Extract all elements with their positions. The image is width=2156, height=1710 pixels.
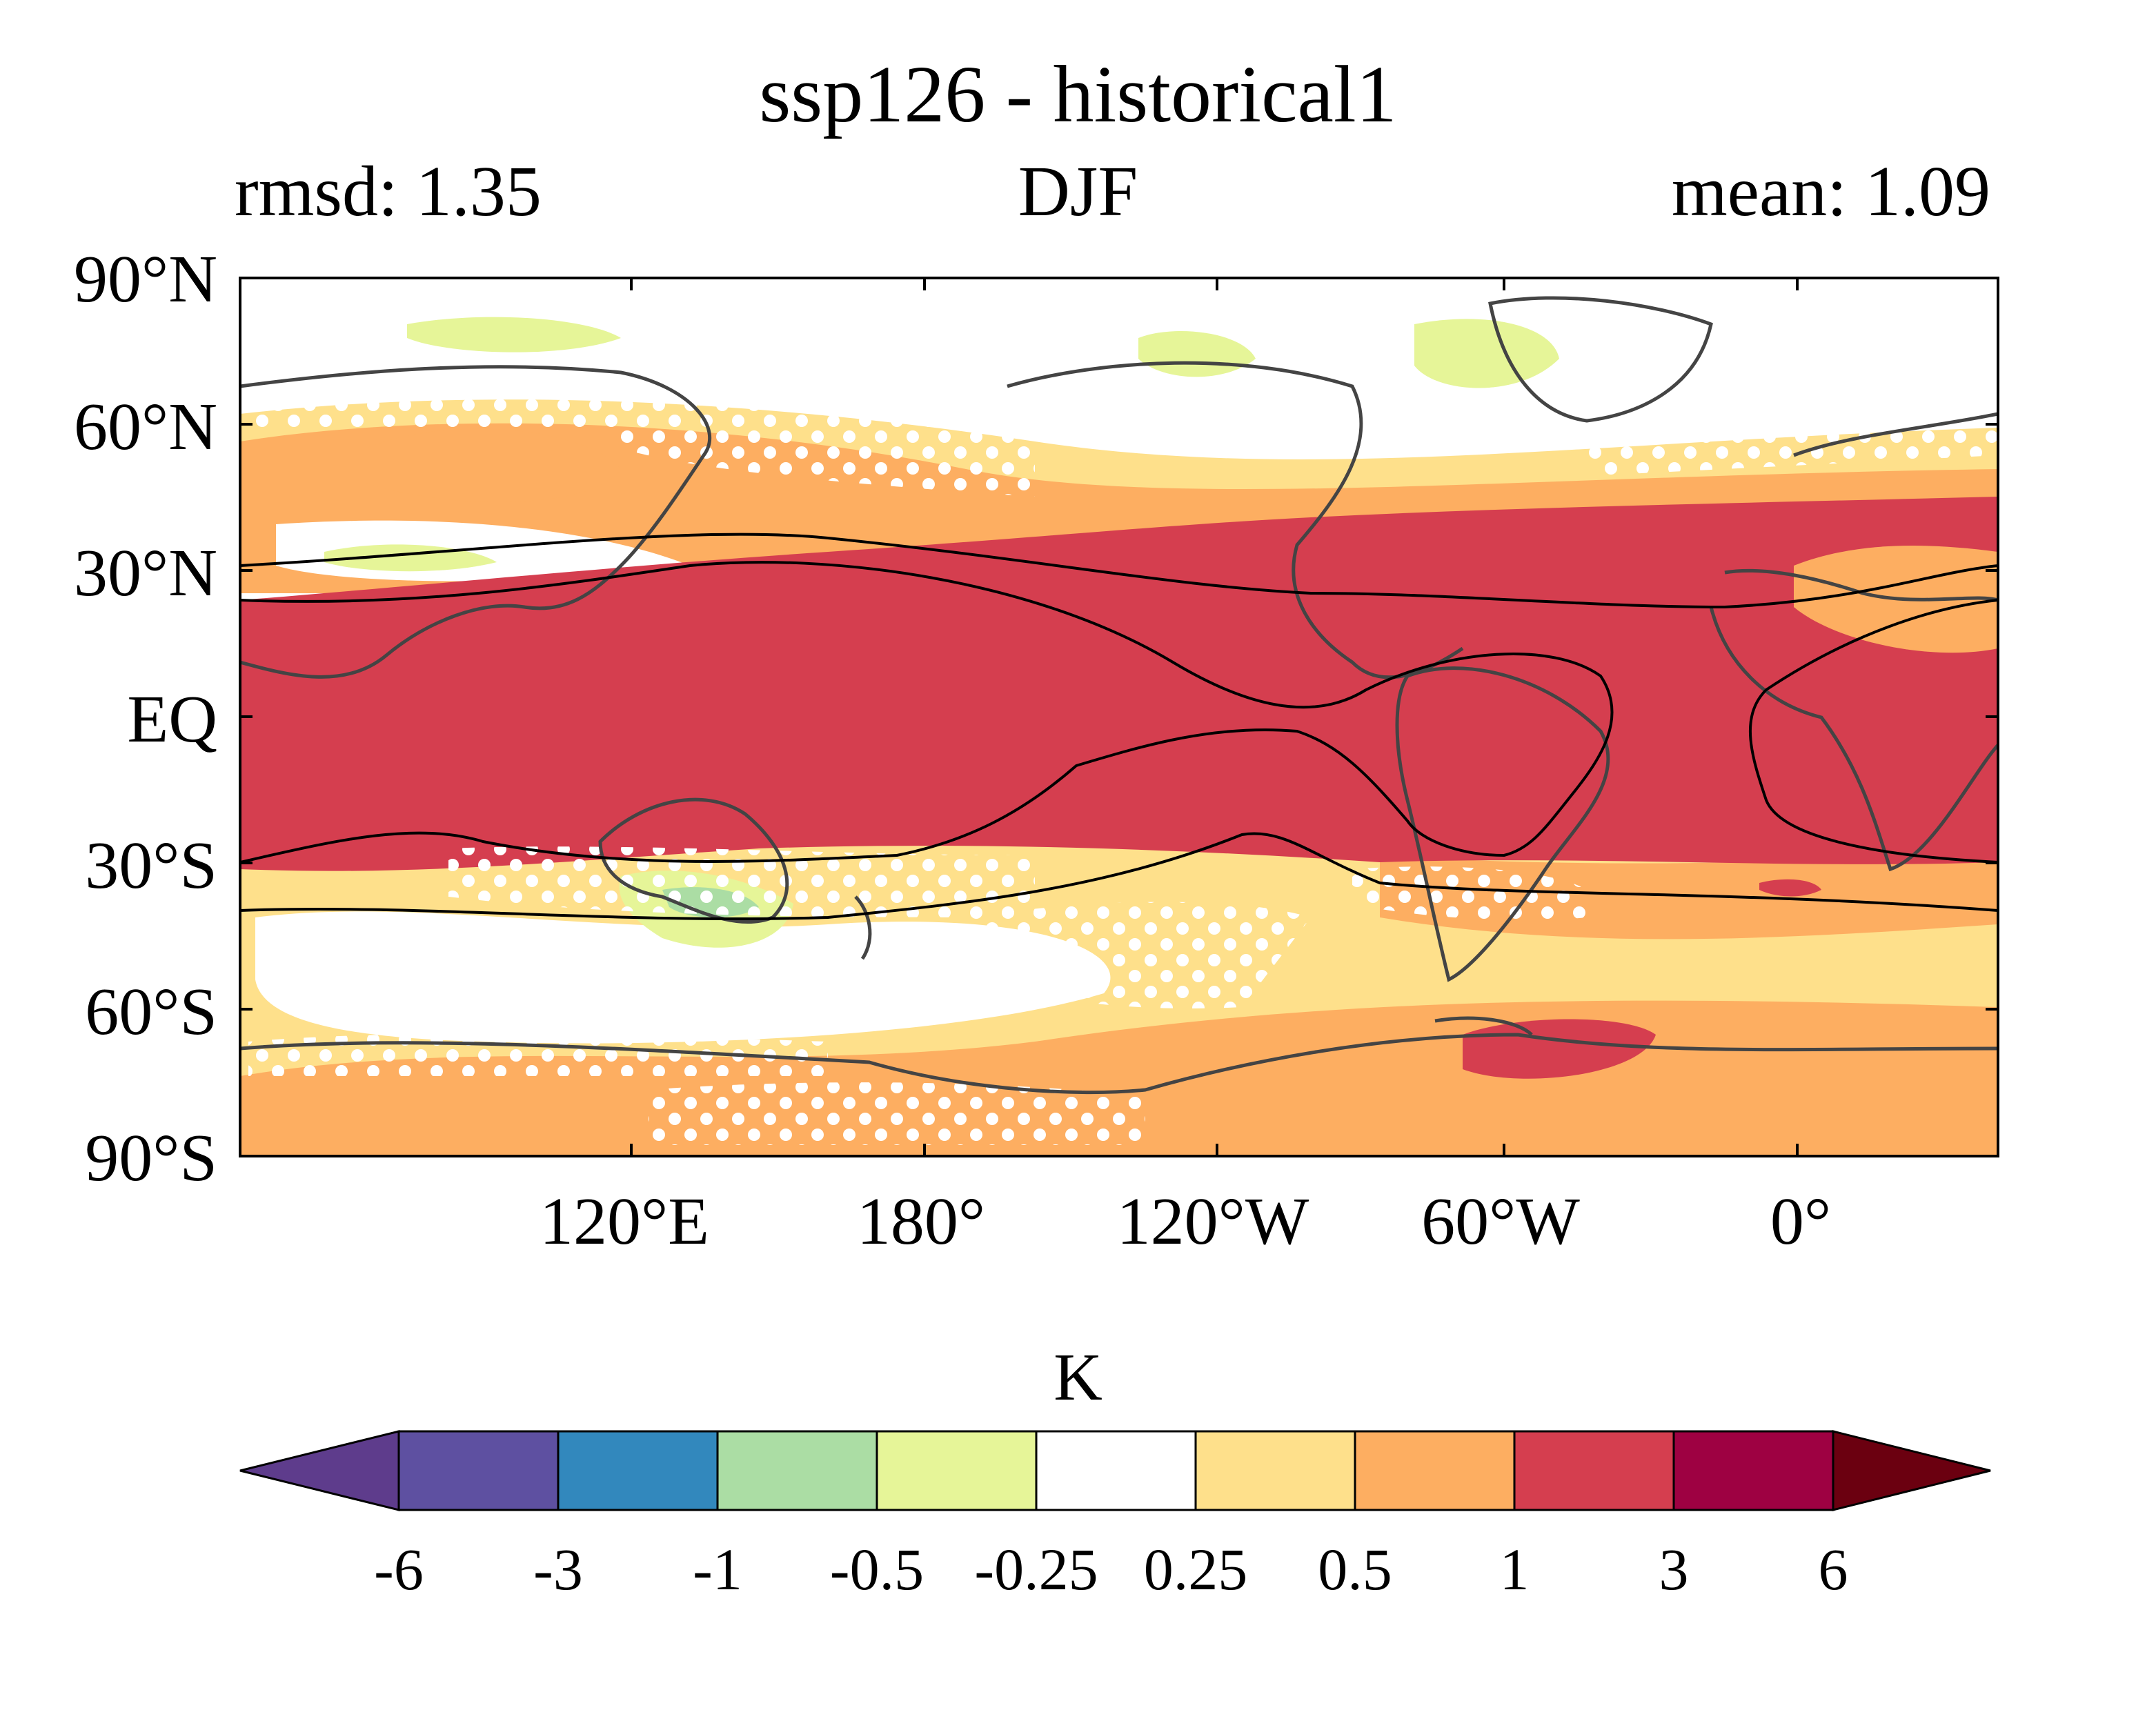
map-title: ssp126 - historical1: [759, 49, 1397, 139]
colorbar-bin: [716, 1430, 878, 1511]
colorbar-label: -6: [374, 1536, 424, 1602]
colorbar-label: -0.5: [829, 1536, 924, 1602]
x-tick-label: 120°W: [1116, 1184, 1309, 1259]
colorbar-bin: [397, 1430, 560, 1511]
y-tick-label: 90°S: [85, 1121, 217, 1195]
colorbar-bin: [557, 1430, 719, 1511]
x-tick-label: 120°E: [539, 1184, 710, 1259]
y-ticks: [240, 277, 1998, 1157]
field-south-atlantic-red: [1759, 879, 1821, 897]
season-label: DJF: [1018, 152, 1138, 231]
colorbar-label: 0.5: [1318, 1536, 1392, 1602]
stipple-south-atlantic: [1352, 866, 1587, 920]
colorbar: [239, 1430, 1991, 1511]
coast-antarctic-peninsula: [1434, 1016, 1533, 1036]
colorbar-label: -1: [693, 1536, 742, 1602]
rmsd-label: rmsd: 1.35: [235, 152, 542, 231]
map-fields: [240, 278, 1998, 1156]
colorbar-label: 0.25: [1143, 1536, 1248, 1602]
x-ticks: [630, 278, 1799, 1156]
x-tick-label: 60°W: [1421, 1184, 1580, 1259]
colorbar-bin: [1672, 1430, 1834, 1511]
stipple-atlantic-north: [1587, 421, 1998, 476]
coast-new-zealand: [854, 895, 872, 960]
field-greenland-green: [1414, 319, 1559, 388]
y-tick-label: 60°S: [85, 975, 217, 1049]
x-tick-label: 180°: [856, 1184, 986, 1259]
y-tick-label: EQ: [127, 682, 217, 757]
contour-atlantic: [1748, 599, 1998, 864]
field-tropical-red: [240, 497, 1998, 871]
coast-europe: [1793, 412, 1998, 457]
coast-antarctica: [240, 1033, 1998, 1095]
colorbar-label: -3: [533, 1536, 583, 1602]
stipple-asia: [621, 375, 1035, 497]
field-north-pacific-orange: [366, 428, 621, 502]
stipple-south-pacific: [966, 902, 1311, 1008]
coast-greenland: [1488, 296, 1713, 423]
colorbar-extend-low: [239, 1430, 400, 1511]
y-tick-label: 30°S: [85, 828, 217, 903]
colorbar-label: 6: [1818, 1536, 1848, 1602]
stipple-southern-mid: [448, 846, 1035, 917]
colorbar-bin: [1035, 1430, 1197, 1511]
coast-south-america: [1395, 666, 1610, 982]
coastlines: [240, 296, 1998, 1095]
x-tick-label: 0°: [1770, 1184, 1832, 1259]
coast-africa-west: [1709, 606, 1998, 872]
colorbar-bin: [876, 1430, 1038, 1511]
contour-tropical: [240, 561, 1614, 864]
coast-australia: [598, 797, 789, 924]
mean-label: mean: 1.09: [1671, 152, 1990, 231]
contour-north-outer: [240, 533, 1998, 609]
colorbar-bin: [1513, 1430, 1675, 1511]
contour-lines: [240, 533, 1998, 921]
colorbar-extend-high: [1832, 1430, 1991, 1511]
field-north-pacific-green: [407, 317, 621, 352]
y-tick-label: 60°N: [74, 390, 217, 464]
stipple-np-band: [240, 386, 621, 428]
coast-north-america: [1007, 361, 1464, 679]
colorbar-bin: [1354, 1430, 1516, 1511]
colorbar-title: K: [1054, 1340, 1102, 1415]
colorbar-label: -0.25: [974, 1536, 1098, 1602]
stipple-ross: [649, 1082, 1145, 1145]
colorbar-label: 3: [1659, 1536, 1689, 1602]
coast-africa-north: [1724, 568, 1998, 602]
y-tick-label: 30°N: [74, 536, 217, 610]
contour-south-outer: [240, 832, 1998, 921]
field-southern-white: [255, 911, 1111, 1044]
stippling: [240, 375, 1998, 1145]
colorbar-label: 1: [1499, 1536, 1530, 1602]
y-tick-label: 90°N: [74, 242, 217, 317]
colorbar-bin: [1194, 1430, 1356, 1511]
